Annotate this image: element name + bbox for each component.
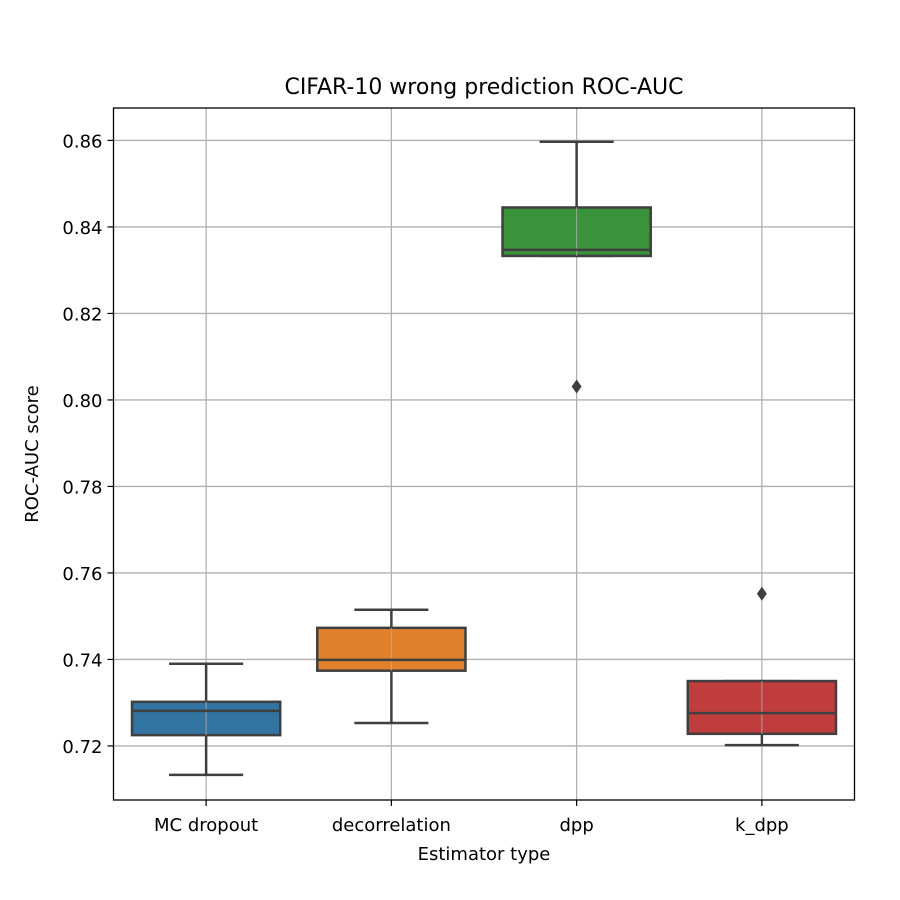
y-tick-label: 0.82 [62, 304, 102, 325]
boxes [130, 140, 838, 777]
y-tick-label: 0.80 [62, 391, 102, 412]
box-mc-dropout [130, 662, 282, 777]
ticks: 0.72 0.74 0.76 0.78 0.80 0.82 0.84 0.86 MC dropo… [62, 131, 788, 836]
box-decorrelation [316, 608, 467, 725]
y-tick-label: 0.74 [62, 650, 102, 671]
outlier-point [756, 586, 767, 601]
chart-title: CIFAR-10 wrong prediction ROC-AUC [284, 75, 683, 100]
x-tick-label: decorrelation [332, 815, 451, 836]
y-axis-label: ROC-AUC score [22, 385, 43, 523]
x-axis-label: Estimator type [418, 844, 551, 865]
y-tick-label: 0.78 [62, 477, 102, 498]
y-tick-label: 0.84 [62, 218, 102, 239]
x-tick-label: MC dropout [154, 815, 258, 836]
x-tick-label: dpp [559, 815, 593, 836]
plot-frame [112, 107, 856, 801]
outlier-point [571, 379, 582, 394]
box-dpp [501, 140, 652, 394]
y-tick-label: 0.72 [62, 737, 102, 758]
box-k_dpp [686, 586, 838, 747]
y-tick-label: 0.76 [62, 564, 102, 585]
y-tick-label: 0.86 [62, 131, 102, 152]
x-tick-label: k_dpp [735, 815, 789, 836]
